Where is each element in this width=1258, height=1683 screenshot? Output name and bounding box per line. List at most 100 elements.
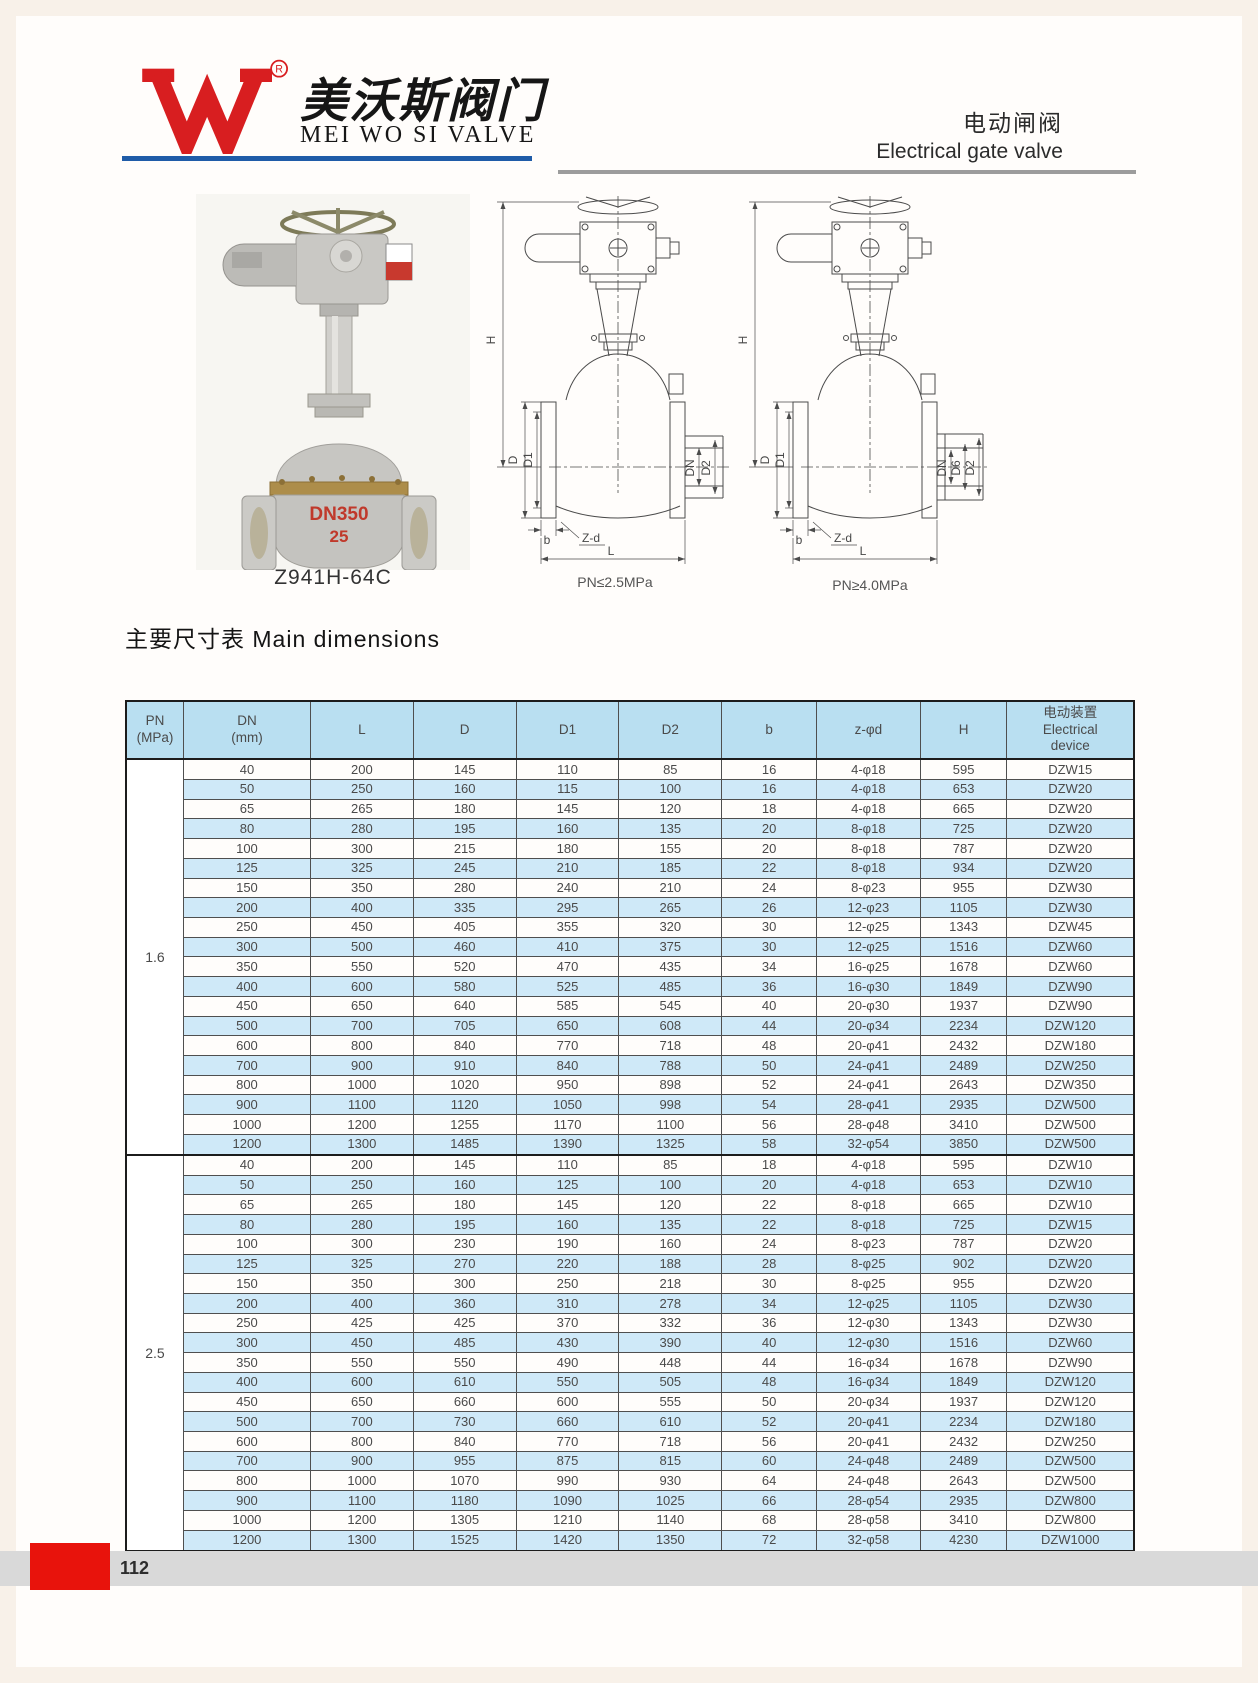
dim-cell: 390	[618, 1332, 723, 1354]
dim-cell: 180	[412, 798, 517, 820]
dim-cell: 280	[309, 818, 414, 840]
dim-cell: DZW10	[1006, 1153, 1135, 1176]
dim-cell: 215	[412, 838, 517, 859]
dim-cell: 300	[309, 838, 414, 859]
dim-cell: 550	[412, 1352, 517, 1373]
dim-cell: DZW250	[1006, 1054, 1135, 1076]
dim-cell: DZW15	[1006, 1214, 1135, 1235]
dim-cell: 660	[412, 1391, 517, 1413]
dim-cell: 125	[182, 1253, 311, 1275]
dim-cell: 1200	[309, 1509, 414, 1531]
dim-cell: 840	[412, 1035, 517, 1056]
dim-cell: 955	[919, 877, 1008, 899]
footer-red-block	[30, 1543, 110, 1590]
dim-cell: 998	[618, 1094, 723, 1116]
dim-cell: 18	[721, 1153, 817, 1176]
dim-cell: 190	[515, 1233, 620, 1255]
dim-cell: 100	[618, 1174, 723, 1196]
dim-cell: 58	[721, 1133, 817, 1156]
table-row: 125 325 270 220 188 28 8-φ25 902 DZW20	[126, 1253, 1135, 1275]
dim-cell: DZW120	[1006, 1015, 1135, 1037]
dim-cell: 1849	[919, 1371, 1008, 1393]
dim-cell: 770	[515, 1431, 620, 1452]
dim-cell: 210	[618, 877, 723, 899]
table-row: 500 700 705 650 608 44 20-φ34 2234 DZW120	[126, 1015, 1135, 1037]
dim-cell: 160	[412, 1174, 517, 1196]
table-row: 1.6 40 200 145 110 85 16 4-φ18 595 DZW15	[125, 758, 1135, 1156]
dim-cell: 1170	[515, 1114, 620, 1135]
dim-cell: 355	[515, 916, 620, 938]
dim-cell: 725	[919, 818, 1008, 840]
dim-cell: 400	[182, 976, 311, 997]
dim-cell: 72	[721, 1529, 817, 1552]
table-row: 150 350 300 250 218 30 8-φ25 955 DZW20	[126, 1273, 1135, 1294]
dim-cell: 24-φ48	[815, 1450, 921, 1472]
dim-cell: DZW180	[1006, 1035, 1135, 1056]
dim-cell: 4-φ18	[815, 758, 921, 780]
col-header-h: H	[919, 700, 1008, 760]
table-row: 700 900 910 840 788 50 24-φ41 2489 DZW250	[126, 1054, 1135, 1076]
dim-cell: 135	[618, 818, 723, 840]
dim-cell: DZW20	[1006, 1233, 1135, 1255]
dim-cell: 700	[309, 1015, 414, 1037]
dim-cell: 180	[515, 838, 620, 859]
dim-label-dn: DN	[935, 459, 949, 476]
dim-cell: 600	[515, 1391, 620, 1413]
pn-group-cell: 2.5	[125, 1153, 184, 1552]
dim-cell: 265	[618, 897, 723, 918]
dim-cell: 660	[515, 1411, 620, 1432]
dim-cell: 145	[412, 1153, 517, 1176]
dim-cell: DZW20	[1006, 818, 1135, 840]
brand-logo-icon: R	[142, 59, 288, 154]
dim-cell: 230	[412, 1233, 517, 1255]
dim-cell: 48	[721, 1371, 817, 1393]
dim-cell: 24-φ48	[815, 1470, 921, 1492]
dim-cell: 1300	[309, 1133, 414, 1156]
dim-cell: 8-φ18	[815, 818, 921, 840]
dim-cell: DZW15	[1006, 758, 1135, 780]
registered-mark: R	[275, 64, 283, 76]
table-row: 250 425 425 370 332 36 12-φ30 1343 DZW30	[126, 1312, 1135, 1334]
dim-cell: 910	[412, 1054, 517, 1076]
dim-cell: DZW20	[1006, 1273, 1135, 1294]
dim-cell: 1343	[919, 1312, 1008, 1334]
dim-cell: 160	[515, 1214, 620, 1235]
dim-cell: DZW60	[1006, 956, 1135, 978]
dim-cell: 435	[618, 956, 723, 978]
dim-cell: 8-φ18	[815, 857, 921, 879]
product-title: 电动闸阀 Electrical gate valve	[876, 104, 1063, 164]
main-dimensions-table: PN (MPa) DN (mm) L D D1 D2 b z-φd H 电动装置…	[125, 700, 1135, 1552]
table-row: 400 600 610 550 505 48 16-φ34 1849 DZW120	[126, 1371, 1135, 1393]
dim-cell: 650	[309, 1391, 414, 1413]
dim-cell: 350	[309, 877, 414, 899]
product-title-en: Electrical gate valve	[876, 140, 1063, 163]
dim-cell: 955	[919, 1273, 1008, 1294]
dim-label-d: D	[506, 455, 520, 464]
dim-cell: 1000	[182, 1114, 311, 1135]
dim-cell: 1678	[919, 1352, 1008, 1373]
dim-cell: 195	[412, 818, 517, 840]
dim-cell: 50	[721, 1391, 817, 1413]
dim-cell: 2643	[919, 1470, 1008, 1492]
dim-cell: 278	[618, 1292, 723, 1314]
table-row: 80 280 195 160 135 20 8-φ18 725 DZW20	[126, 818, 1135, 840]
dim-label-l: L	[608, 544, 615, 558]
table-row: 250 450 405 355 320 30 12-φ25 1343 DZW45	[126, 916, 1135, 938]
dim-cell: 250	[309, 778, 414, 800]
dim-cell: 608	[618, 1015, 723, 1037]
dim-cell: 460	[412, 936, 517, 958]
dim-cell: 1516	[919, 936, 1008, 958]
dim-cell: DZW20	[1006, 778, 1135, 800]
dim-cell: DZW20	[1006, 838, 1135, 859]
dim-cell: DZW30	[1006, 897, 1135, 918]
dim-cell: 4-φ18	[815, 1153, 921, 1176]
dim-cell: 64	[721, 1470, 817, 1492]
dim-cell: 665	[919, 1194, 1008, 1216]
dim-cell: 22	[721, 1214, 817, 1235]
dim-cell: 1210	[515, 1509, 620, 1531]
dim-cell: 950	[515, 1074, 620, 1096]
dim-cell: DZW30	[1006, 1312, 1135, 1334]
dim-cell: DZW800	[1006, 1509, 1135, 1531]
dim-cell: 400	[182, 1371, 311, 1393]
dim-cell: 300	[182, 1332, 311, 1354]
